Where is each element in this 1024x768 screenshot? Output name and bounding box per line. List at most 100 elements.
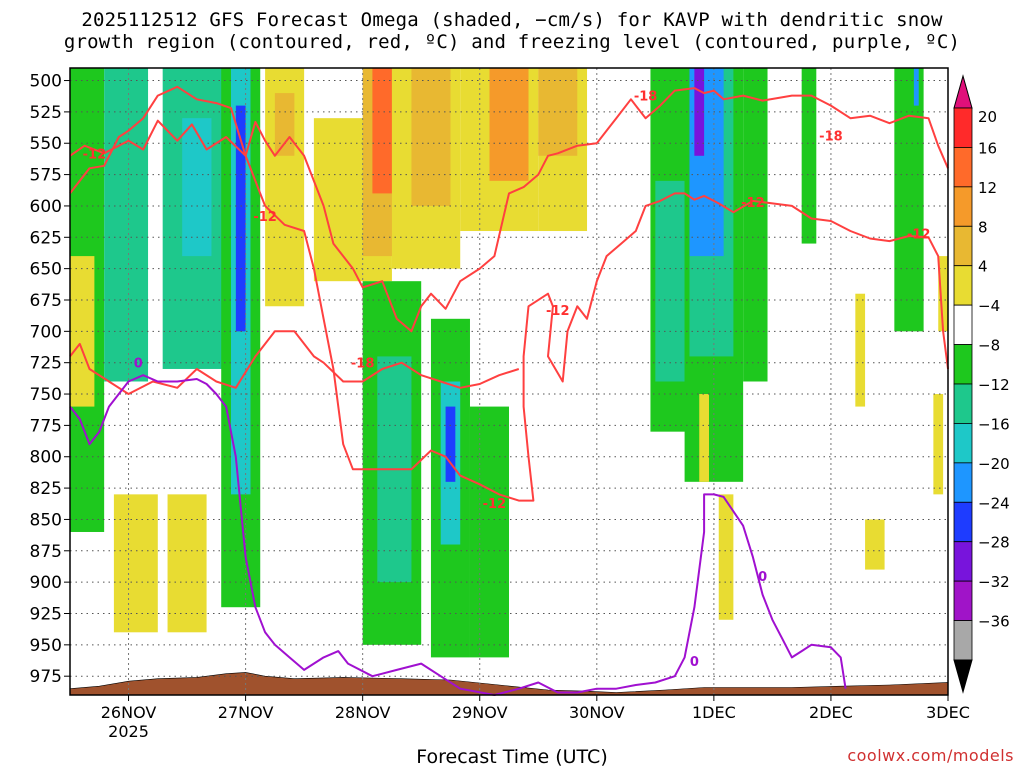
colorbar-label: −36 — [978, 613, 1010, 631]
y-tick-label: 675 — [30, 291, 62, 311]
omega-cell — [489, 68, 529, 181]
contour-label: -18 — [351, 357, 375, 372]
colorbar-label: 12 — [978, 179, 997, 197]
y-tick-label: 800 — [30, 448, 62, 468]
colorbar-label: −8 — [978, 337, 1000, 355]
site-credit: coolwx.com/models — [847, 746, 1014, 765]
y-tick-label: 950 — [30, 636, 62, 656]
omega-cell — [655, 180, 685, 382]
y-tick-label: 600 — [30, 197, 62, 217]
y-tick-label: 625 — [30, 228, 62, 248]
y-tick-label: 900 — [30, 573, 62, 593]
colorbar-swatch — [953, 580, 973, 621]
colorbar-swatch — [953, 541, 973, 582]
omega-cell — [938, 256, 948, 332]
colorbar-label: 16 — [978, 139, 997, 157]
colorbar-swatch — [953, 383, 973, 424]
colorbar-label: 4 — [978, 258, 988, 276]
x-tick-label: 26NOV — [101, 703, 157, 722]
colorbar-bottom-arrow — [953, 659, 973, 694]
contour-label: -12 — [483, 497, 507, 512]
x-tick-label: 2DEC — [809, 703, 853, 722]
chart-title-line-2: growth region (contoured, red, ºC) and f… — [63, 31, 961, 53]
omega-cell — [894, 68, 924, 332]
contour-label: -12 — [253, 210, 277, 225]
omega-cell — [445, 406, 456, 482]
omega-cell — [933, 394, 944, 495]
contour-label: -12 — [741, 196, 765, 211]
y-tick-label: 700 — [30, 322, 62, 342]
dgz-contour — [69, 87, 949, 333]
x-tick-label: 30NOV — [569, 703, 625, 722]
contour-lines — [69, 85, 949, 696]
colorbar-label: −28 — [978, 534, 1010, 552]
colorbar-swatch — [953, 304, 973, 345]
colorbar-label: −24 — [978, 494, 1010, 512]
contour-label: -12 — [546, 304, 570, 319]
y-tick-label: 875 — [30, 542, 62, 562]
y-tick-label: 975 — [30, 667, 62, 687]
omega-cell — [372, 68, 392, 194]
omega-cell — [718, 494, 734, 620]
x-tick-label: 29NOV — [452, 703, 508, 722]
y-tick-label: 500 — [30, 72, 62, 92]
y-tick-label: 725 — [30, 354, 62, 374]
colorbar-swatch — [953, 186, 973, 227]
colorbar-label: −4 — [978, 297, 1000, 315]
omega-cell — [113, 494, 158, 633]
contour-label: -18 — [634, 90, 658, 105]
plot-frame — [69, 67, 949, 696]
colorbar-swatch — [953, 225, 973, 267]
omega-cell — [865, 519, 885, 570]
colorbar-swatch — [953, 462, 973, 503]
y-tick-label: 550 — [30, 134, 62, 154]
colorbar-swatch — [953, 423, 973, 464]
omega-cell — [274, 93, 295, 156]
freezing-level-contour — [69, 374, 847, 696]
colorbar-label: −12 — [978, 376, 1010, 394]
contour-label: 0 — [758, 570, 767, 585]
y-tick-label: 925 — [30, 604, 62, 624]
y-tick-label: 850 — [30, 510, 62, 530]
plot-border — [69, 67, 949, 696]
y-tick-label: 650 — [30, 260, 62, 280]
y-axis-ticks: 500 525 550 575 600 625 650 675 700 725 750 775 800 8… — [30, 72, 70, 687]
colorbar-top-arrow — [953, 74, 973, 109]
x-year-label: 2025 — [108, 722, 149, 741]
omega-cell — [167, 494, 207, 633]
contour-labels: -12 -12 -18 -12 -12 -18 -12 -18 -12 0 0 0 — [83, 90, 931, 671]
colorbar-label: −16 — [978, 415, 1010, 433]
colorbar-swatch — [953, 344, 973, 385]
y-tick-label: 775 — [30, 416, 62, 436]
x-tick-label: 1DEC — [692, 703, 736, 722]
colorbar-label: −32 — [978, 573, 1010, 591]
y-tick-label: 825 — [30, 479, 62, 499]
y-tick-label: 575 — [30, 166, 62, 186]
colorbar-swatch — [953, 147, 973, 188]
colorbar-swatch — [953, 265, 973, 306]
y-tick-label: 525 — [30, 103, 62, 123]
dgz-contour — [69, 85, 949, 502]
contour-label: -12 — [907, 228, 931, 243]
omega-cell — [469, 406, 509, 658]
omega-cell — [855, 293, 866, 407]
x-tick-label: 27NOV — [218, 703, 274, 722]
omega-cell — [743, 68, 768, 382]
grid-lines — [70, 68, 949, 695]
colorbar-label: −20 — [978, 455, 1010, 473]
colorbar: 20 16 12 8 4 −4 −8 −12 −16 −20 −24 −28 −32 −36 — [953, 74, 1010, 694]
colorbar-swatch — [953, 107, 973, 148]
contour-label: -12 — [83, 147, 107, 162]
omega-cell — [694, 68, 705, 156]
x-tick-label: 28NOV — [335, 703, 391, 722]
dgz-contour — [69, 330, 520, 395]
omega-cell — [182, 118, 212, 257]
colorbar-label: 8 — [978, 218, 988, 236]
contour-label: 0 — [134, 357, 143, 372]
x-tick-label: 3DEC — [926, 703, 970, 722]
colorbar-swatch — [953, 620, 973, 661]
colorbar-label: 20 — [978, 108, 997, 126]
omega-cell — [913, 68, 919, 106]
